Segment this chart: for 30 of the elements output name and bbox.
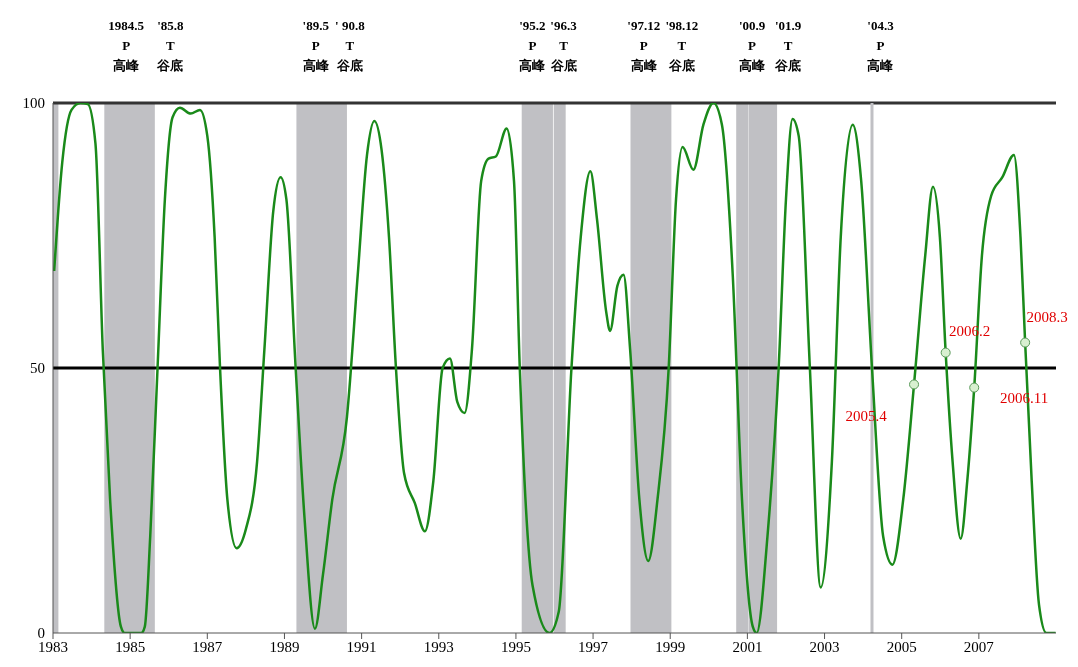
x-tick-label: 1991 (346, 638, 377, 655)
text: 1984.5 P 高峰 (108, 17, 145, 75)
text: '96.3 T 谷底 (550, 17, 577, 75)
x-tick-label: 1989 (269, 638, 300, 655)
text: '98.12 T 谷底 (665, 17, 699, 75)
x-tick-label: 1999 (655, 638, 686, 655)
point (1020, 337, 1031, 348)
text: '97.12 P 高峰 (627, 17, 661, 75)
point (969, 382, 980, 393)
text: '85.8 T 谷底 (157, 17, 184, 75)
annotation: 2008.3 (1026, 308, 1068, 326)
x-tick-label: 1997 (578, 638, 609, 655)
x-tick-label: 1995 (500, 638, 531, 655)
x-tick-label: 2007 (963, 638, 995, 655)
x-tick-label: 1993 (423, 638, 454, 655)
text: '01.9 T 谷底 (775, 17, 802, 75)
text: '00.9 P 高峰 (738, 17, 766, 75)
x-tick-label: 2001 (732, 638, 763, 655)
x-tick-label: 1985 (115, 638, 146, 655)
text: '04.3 P 高峰 (867, 17, 894, 75)
x-tick-label: 2003 (809, 638, 840, 655)
point (909, 379, 920, 390)
point (940, 347, 951, 358)
x-tick-label: 1987 (192, 638, 223, 655)
text: ' 90.8 T 谷底 (335, 17, 365, 75)
y-tick-label: 50 (30, 360, 45, 377)
text: '95.2 P 高峰 (519, 17, 546, 75)
y-tick-label: 100 (22, 95, 45, 112)
text: '89.5 P 高峰 (302, 17, 329, 75)
x-tick-label: 2005 (886, 638, 917, 655)
